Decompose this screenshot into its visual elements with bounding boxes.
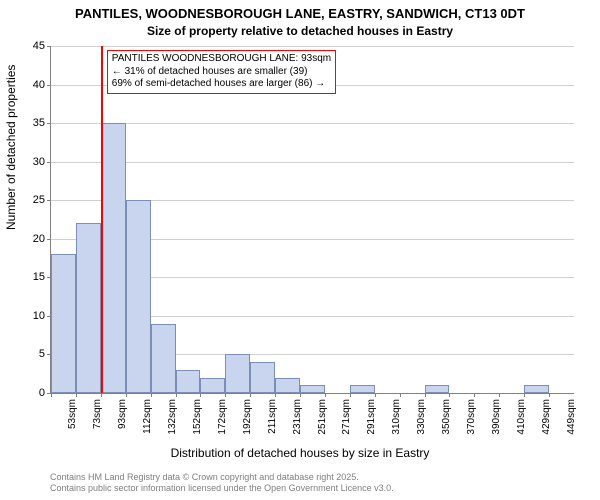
- x-axis-label: Distribution of detached houses by size …: [0, 446, 600, 460]
- xtick-label: 370sqm: [466, 399, 477, 435]
- xtick-label: 390sqm: [491, 399, 502, 435]
- xtick-label: 112sqm: [142, 399, 153, 434]
- xtick-label: 251sqm: [317, 399, 328, 435]
- xtick-mark: [549, 393, 550, 397]
- xtick-mark: [126, 393, 127, 397]
- ytick-label: 45: [33, 40, 45, 52]
- ytick-mark: [47, 85, 51, 86]
- xtick-label: 73sqm: [92, 399, 103, 429]
- histogram-bar: [275, 378, 300, 393]
- subject-callout: PANTILES WOODNESBOROUGH LANE: 93sqm← 31%…: [107, 50, 336, 94]
- xtick-mark: [474, 393, 475, 397]
- ytick-label: 5: [39, 348, 45, 360]
- histogram-bar: [151, 324, 176, 393]
- xtick-label: 330sqm: [416, 399, 427, 435]
- ytick-label: 25: [33, 194, 45, 206]
- xtick-mark: [300, 393, 301, 397]
- xtick-mark: [449, 393, 450, 397]
- ytick-mark: [47, 46, 51, 47]
- plot-area: 05101520253035404553sqm73sqm93sqm112sqm1…: [50, 46, 574, 394]
- xtick-label: 132sqm: [167, 399, 178, 435]
- histogram-bar: [51, 254, 76, 393]
- ytick-label: 30: [33, 156, 45, 168]
- xtick-label: 291sqm: [366, 399, 377, 435]
- histogram-bar: [126, 200, 151, 393]
- xtick-mark: [400, 393, 401, 397]
- xtick-mark: [151, 393, 152, 397]
- ytick-mark: [47, 239, 51, 240]
- xtick-label: 410sqm: [516, 399, 527, 435]
- ytick-label: 20: [33, 233, 45, 245]
- ytick-mark: [47, 200, 51, 201]
- gridline: [51, 123, 574, 124]
- chart-title-sub: Size of property relative to detached ho…: [0, 24, 600, 38]
- histogram-bar: [101, 123, 126, 393]
- xtick-label: 172sqm: [217, 399, 228, 435]
- xtick-mark: [325, 393, 326, 397]
- xtick-label: 192sqm: [242, 399, 253, 435]
- ytick-label: 35: [33, 117, 45, 129]
- xtick-mark: [250, 393, 251, 397]
- xtick-label: 350sqm: [441, 399, 452, 435]
- histogram-bar: [225, 354, 250, 393]
- ytick-label: 40: [33, 79, 45, 91]
- xtick-mark: [350, 393, 351, 397]
- footnote-line: Contains public sector information licen…: [50, 483, 394, 494]
- xtick-mark: [176, 393, 177, 397]
- ytick-mark: [47, 123, 51, 124]
- xtick-label: 152sqm: [192, 399, 203, 435]
- xtick-mark: [524, 393, 525, 397]
- xtick-label: 93sqm: [117, 399, 128, 429]
- callout-line: PANTILES WOODNESBOROUGH LANE: 93sqm: [112, 53, 331, 66]
- histogram-bar: [524, 385, 549, 393]
- ytick-label: 0: [39, 387, 45, 399]
- xtick-mark: [76, 393, 77, 397]
- ytick-label: 10: [33, 310, 45, 322]
- histogram-bar: [76, 223, 101, 393]
- xtick-mark: [499, 393, 500, 397]
- histogram-bar: [200, 378, 225, 393]
- footnote-line: Contains HM Land Registry data © Crown c…: [50, 472, 394, 483]
- chart-title-main: PANTILES, WOODNESBOROUGH LANE, EASTRY, S…: [0, 6, 600, 21]
- subject-marker-line: [101, 46, 103, 393]
- gridline: [51, 46, 574, 47]
- xtick-mark: [200, 393, 201, 397]
- ytick-mark: [47, 162, 51, 163]
- histogram-bar: [250, 362, 275, 393]
- xtick-mark: [101, 393, 102, 397]
- histogram-bar: [176, 370, 201, 393]
- xtick-label: 271sqm: [341, 399, 352, 435]
- xtick-label: 231sqm: [292, 399, 303, 435]
- xtick-label: 53sqm: [67, 399, 78, 429]
- histogram-bar: [300, 385, 325, 393]
- xtick-label: 211sqm: [267, 399, 278, 434]
- xtick-mark: [51, 393, 52, 397]
- xtick-mark: [375, 393, 376, 397]
- y-axis-label: Number of detached properties: [4, 65, 18, 230]
- histogram-chart: PANTILES, WOODNESBOROUGH LANE, EASTRY, S…: [0, 0, 600, 500]
- xtick-mark: [225, 393, 226, 397]
- callout-line: 69% of semi-detached houses are larger (…: [112, 78, 331, 91]
- histogram-bar: [425, 385, 450, 393]
- ytick-label: 15: [33, 271, 45, 283]
- footnote: Contains HM Land Registry data © Crown c…: [50, 472, 394, 494]
- histogram-bar: [350, 385, 375, 393]
- xtick-label: 310sqm: [391, 399, 402, 435]
- gridline: [51, 162, 574, 163]
- xtick-label: 449sqm: [566, 399, 577, 435]
- xtick-label: 429sqm: [541, 399, 552, 435]
- xtick-mark: [425, 393, 426, 397]
- callout-line: ← 31% of detached houses are smaller (39…: [112, 66, 331, 79]
- xtick-mark: [275, 393, 276, 397]
